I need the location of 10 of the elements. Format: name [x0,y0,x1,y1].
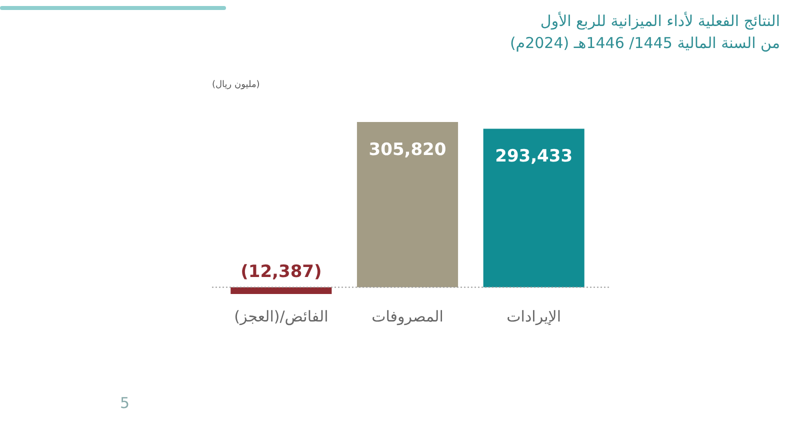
x-tick-label: الإيرادات [506,307,561,326]
text: 5 [120,394,130,412]
text: النتائج الفعلية لأداء الميزانية للربع الأول [539,10,780,32]
data-label: 305,820 [368,140,446,160]
data-label: (12,387) [240,262,322,282]
data-label: 293,433 [495,146,573,167]
x-tick-label: الفائض/(العجز) [234,307,328,326]
x-tick-label: المصروفات [372,307,444,326]
text: من السنة المالية 1445/ 1446هـ (2024م) [510,33,780,54]
y-axis-title: (مليون ريال) [212,80,260,90]
